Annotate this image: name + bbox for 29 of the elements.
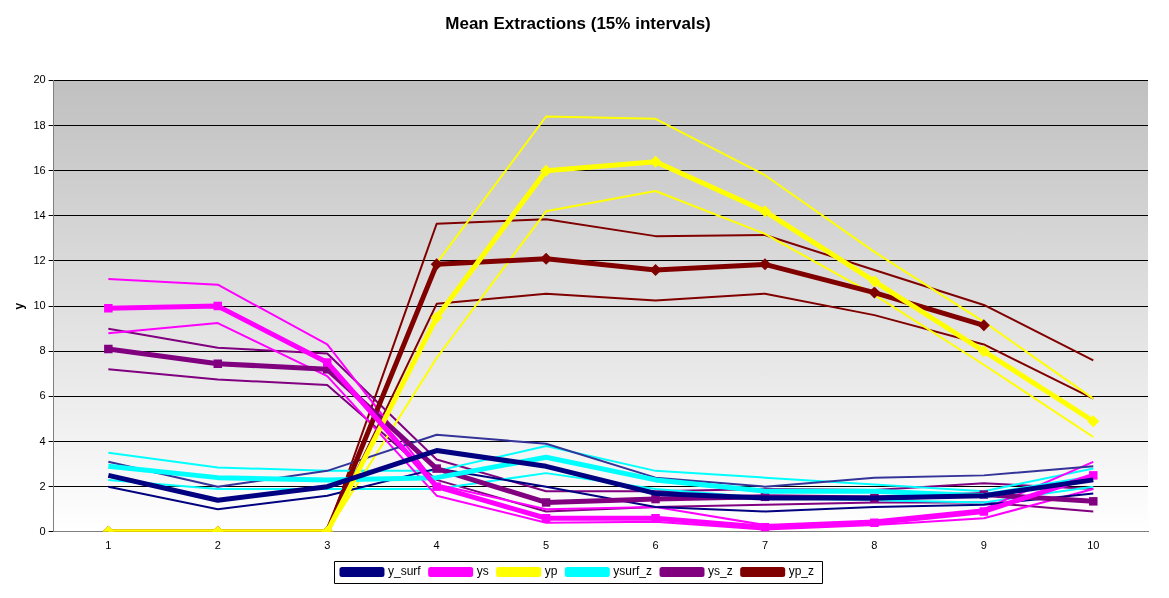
- x-tick-label: 5: [543, 539, 550, 552]
- y-tick-label: 4: [39, 434, 46, 447]
- x-tick-label: 2: [214, 539, 221, 552]
- legend-label: ys: [476, 564, 489, 579]
- y-axis-title: y: [11, 302, 26, 310]
- y-tick-label: 14: [33, 208, 46, 221]
- x-tick-label: 10: [1087, 539, 1100, 552]
- x-tick-label: 4: [433, 539, 440, 552]
- y-tick-label: 0: [39, 524, 46, 537]
- x-tick-label: 9: [980, 539, 987, 552]
- y-tick-label: 16: [33, 163, 46, 176]
- y-tick-label: 2: [39, 479, 46, 492]
- legend-label: ys_z: [708, 564, 733, 579]
- x-tick-label: 8: [871, 539, 878, 552]
- x-tick-label: 7: [761, 539, 769, 552]
- y-tick-label: 10: [33, 299, 46, 312]
- x-tick-label: 3: [324, 539, 331, 552]
- x-tick-label: 1: [105, 539, 112, 552]
- x-tick-label: 6: [652, 539, 659, 552]
- legend-label: y_surf: [387, 564, 422, 579]
- legend-label: yp_z: [788, 564, 815, 579]
- y-tick-label: 8: [39, 344, 46, 357]
- y-tick-label: 6: [39, 389, 46, 402]
- legend-label: yp: [544, 564, 558, 579]
- y-tick-label: 12: [33, 253, 46, 266]
- y-tick-label: 20: [33, 73, 46, 86]
- chart-title: Mean Extractions (15% intervals): [445, 13, 711, 33]
- y-tick-label: 18: [33, 118, 46, 131]
- legend-label: ysurf_z: [613, 564, 653, 579]
